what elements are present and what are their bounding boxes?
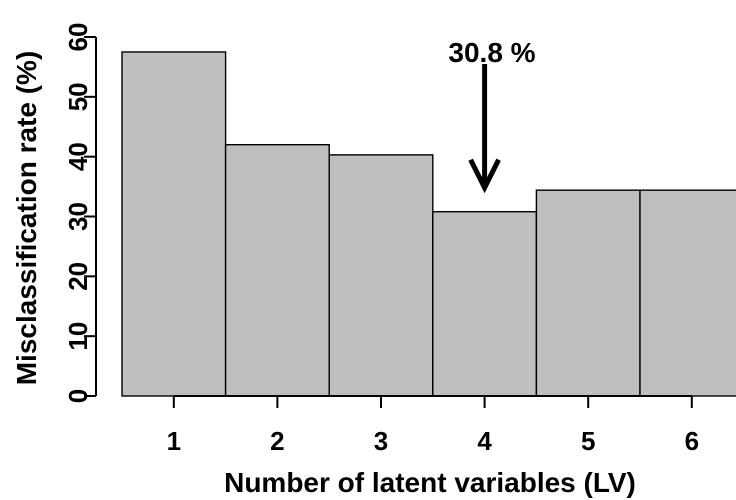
bar-3	[328, 154, 434, 397]
x-tick-label: 1	[167, 426, 181, 456]
y-tick-label: 60	[63, 23, 93, 52]
annotation: 30.8 %	[448, 37, 536, 194]
y-tick-label: 30	[63, 202, 93, 231]
x-tick-label: 4	[477, 426, 492, 456]
y-axis: 0 10 20 30 40 50 60	[63, 23, 97, 403]
bar-4	[432, 211, 538, 397]
x-axis-label: Number of latent variables (LV)	[224, 467, 636, 498]
annotation-label: 30.8 %	[448, 37, 535, 68]
x-tick-label: 3	[374, 426, 388, 456]
annotation-arrow-head	[468, 158, 501, 194]
x-tick-label: 6	[685, 426, 699, 456]
y-axis-label: Misclassification rate (%)	[11, 51, 42, 386]
bar-6	[639, 189, 736, 397]
y-tick-label: 10	[63, 322, 93, 351]
y-tick-label: 20	[63, 262, 93, 291]
y-tick-label: 0	[63, 389, 93, 403]
y-tick-label: 40	[63, 142, 93, 171]
bar-5	[535, 189, 641, 397]
bar-2	[224, 143, 330, 397]
x-axis: 1 2 3 4 5 6	[167, 395, 699, 456]
y-tick-label: 50	[63, 82, 93, 111]
bars-group	[121, 51, 736, 397]
bar-1	[121, 51, 227, 397]
x-tick-label: 5	[581, 426, 595, 456]
x-tick-label: 2	[270, 426, 284, 456]
